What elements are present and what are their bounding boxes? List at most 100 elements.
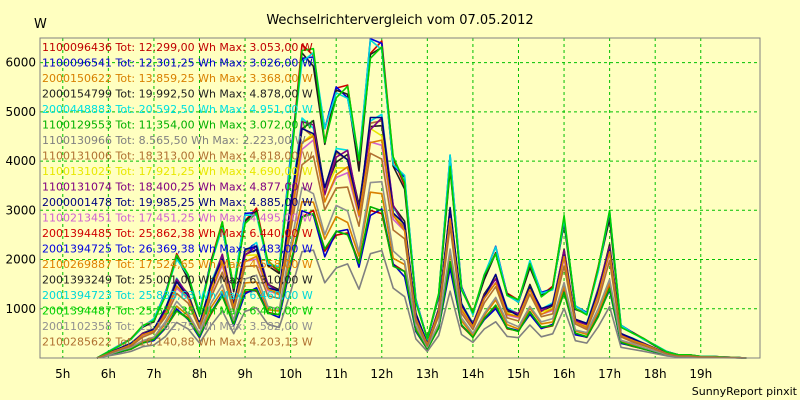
legend-series-name: 1100129553: [42, 119, 112, 132]
legend-max: Max: 4.951,00 W: [219, 103, 312, 116]
legend-total: Tot: 19.992,50 Wh: [112, 88, 219, 101]
legend-total: Tot: 17.921,25 Wh: [112, 165, 219, 178]
legend-max: Max: 6.310,00 W: [219, 274, 312, 287]
series-lines: [96, 37, 747, 359]
legend-series-name: 2000001478: [42, 196, 112, 209]
legend-series-name: 2000448883: [42, 103, 112, 116]
legend-series-name: 1100096541: [42, 57, 112, 70]
y-tick-labels: 1000 2000 3000 4000 5000 6000: [5, 56, 36, 316]
legend-total: Tot: 13.859,25 Wh: [112, 72, 219, 85]
legend-series-name: 2001102358: [42, 320, 112, 333]
legend-series-name: 1100131074: [42, 181, 112, 194]
legend-entry: 2001394487 Tot: 25.557,38 Wh Max: 6.400,…: [42, 305, 313, 318]
legend-entry: 2000448883 Tot: 20.592,50 Wh Max: 4.951,…: [42, 103, 313, 116]
legend-series-name: 2001394725: [42, 243, 112, 256]
legend-entry: 1100213451 Tot: 17.451,25 Wh Max: 4.495,…: [42, 212, 313, 225]
legend-entry: 1100130966 Tot: 8.565,50 Wh Max: 2.223,0…: [42, 134, 306, 147]
legend-max: Max: 3.368,00 W: [219, 72, 312, 85]
series-line-1100129553: [96, 206, 747, 359]
legend-total: Tot: 18.313,00 Wh: [112, 150, 219, 163]
legend-series-name: 1100131025: [42, 165, 112, 178]
legend-series-name: 1100131006: [42, 150, 112, 163]
legend-entry: 2001102358 Tot: 13.162,75 Wh Max: 3.582,…: [42, 320, 313, 333]
legend-total: Tot: 17.451,25 Wh: [112, 212, 219, 225]
y-tick-label: 3000: [5, 203, 36, 217]
legend-series-name: 2000154799: [42, 88, 112, 101]
legend-max: Max: 2.223,00 W: [212, 134, 305, 147]
series-line-2001394487: [96, 45, 747, 359]
legend-entry: 1100131074 Tot: 18.400,25 Wh Max: 4.877,…: [42, 181, 313, 194]
x-tick-label: 11h: [325, 367, 348, 381]
x-tick-label: 12h: [370, 367, 393, 381]
legend-series-name: 2100285622: [42, 336, 112, 349]
legend-series-name: 1100213451: [42, 212, 112, 225]
legend-total: Tot: 17.524,65 Wh: [112, 258, 219, 271]
legend-total: Tot: 8.565,50 Wh: [112, 134, 212, 147]
legend-series-name: 2000150622: [42, 72, 112, 85]
legend-series-name: 2100269887: [42, 258, 112, 271]
legend-entry: 2000154799 Tot: 19.992,50 Wh Max: 4.878,…: [42, 88, 313, 101]
legend: 1100096436 Tot: 12.299,00 Wh Max: 3.053,…: [42, 41, 313, 349]
series-line-2000001478: [96, 116, 747, 359]
legend-series-name: 2001393249: [42, 274, 112, 287]
legend-entry: 1100096541 Tot: 12.301,25 Wh Max: 3.026,…: [42, 57, 313, 70]
x-tick-label: 9h: [237, 367, 252, 381]
legend-series-name: 2001394485: [42, 227, 112, 240]
legend-total: Tot: 25.862,38 Wh: [112, 227, 219, 240]
legend-max: Max: 4.877,00 W: [219, 181, 312, 194]
x-tick-label: 14h: [461, 367, 484, 381]
x-tick-label: 15h: [507, 367, 530, 381]
grid: [40, 38, 760, 358]
x-tick-label: 13h: [416, 367, 439, 381]
legend-entry: 2001394723 Tot: 25.833,63 Wh Max: 6.460,…: [42, 289, 313, 302]
legend-max: Max: 6.400,00 W: [219, 305, 312, 318]
x-tick-label: 18h: [644, 367, 667, 381]
legend-total: Tot: 13.162,75 Wh: [112, 320, 219, 333]
x-tick-label: 17h: [598, 367, 621, 381]
legend-series-name: 2001394723: [42, 289, 112, 302]
legend-max: Max: 4.558,00 W: [219, 258, 312, 271]
legend-entry: 1100131006 Tot: 18.313,00 Wh Max: 4.818,…: [42, 150, 313, 163]
x-tick-label: 16h: [553, 367, 576, 381]
legend-max: Max: 4.885,00 W: [219, 196, 312, 209]
legend-series-name: 1100130966: [42, 134, 112, 147]
legend-entry: 2001394725 Tot: 26.369,38 Wh Max: 6.483,…: [42, 243, 313, 256]
series-line-2001102358: [96, 180, 747, 359]
legend-total: Tot: 20.592,50 Wh: [112, 103, 219, 116]
legend-max: Max: 3.053,00 W: [219, 41, 312, 54]
legend-entry: 1100129553 Tot: 11.354,00 Wh Max: 3.072,…: [42, 119, 313, 132]
x-tick-label: 5h: [55, 367, 70, 381]
legend-max: Max: 4.495,00 W: [219, 212, 312, 225]
legend-total: Tot: 18.400,25 Wh: [112, 181, 219, 194]
legend-max: Max: 6.460,00 W: [219, 289, 312, 302]
legend-entry: 2100269887 Tot: 17.524,65 Wh Max: 4.558,…: [42, 258, 313, 271]
legend-entry: 1100096436 Tot: 12.299,00 Wh Max: 3.053,…: [42, 41, 313, 54]
legend-entry: 2001393249 Tot: 25.001,00 Wh Max: 6.310,…: [42, 274, 313, 287]
legend-total: Tot: 11.354,00 Wh: [112, 119, 219, 132]
legend-max: Max: 3.026,00 W: [219, 57, 312, 70]
legend-max: Max: 4.690,00 W: [219, 165, 312, 178]
legend-max: Max: 3.072,00 W: [219, 119, 312, 132]
legend-total: Tot: 16.140,88 Wh: [112, 336, 219, 349]
legend-max: Max: 4.878,00 W: [219, 88, 312, 101]
plot-frame: [39, 37, 761, 359]
y-tick-label: 2000: [5, 253, 36, 267]
chart-title: Wechselrichtervergleich vom 07.05.2012: [266, 13, 533, 28]
x-tick-label: 6h: [101, 367, 116, 381]
legend-entry: 2001394485 Tot: 25.862,38 Wh Max: 6.440,…: [42, 227, 313, 240]
legend-total: Tot: 12.301,25 Wh: [112, 57, 219, 70]
legend-total: Tot: 12.299,00 Wh: [112, 41, 219, 54]
y-tick-label: 6000: [5, 56, 36, 70]
x-tick-labels: 5h 6h 7h 8h 9h 10h 11h 12h 13h 14h 15h 16h 17h 18h 19h: [55, 367, 712, 381]
x-tick-label: 10h: [279, 367, 302, 381]
legend-total: Tot: 25.833,63 Wh: [112, 289, 219, 302]
footer-credit: SunnyReport pinxit: [692, 385, 798, 398]
y-tick-label: 1000: [5, 302, 36, 316]
y-axis-label: W: [34, 17, 47, 32]
series-line-1100130966: [96, 249, 747, 359]
legend-entry: 2100285622 Tot: 16.140,88 Wh Max: 4.203,…: [42, 336, 313, 349]
x-tick-label: 19h: [689, 367, 712, 381]
